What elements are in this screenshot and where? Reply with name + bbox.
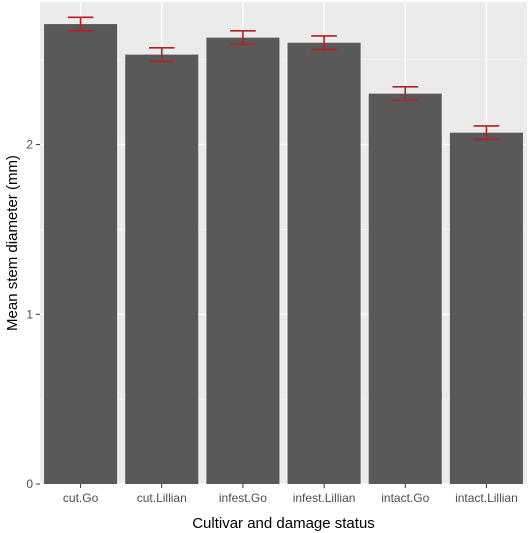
y-axis: 0 1 2: [26, 138, 40, 491]
bar-cut.Lillian: [125, 54, 199, 485]
bar-cut.Go: [44, 24, 118, 484]
x-axis: cut.Go cut.Lillian infest.Go infest.Lillian…: [63, 484, 518, 505]
bar-infest.Go: [206, 37, 280, 485]
x-tick-label: infest.Go: [219, 491, 267, 505]
minor-gridlines: [40, 59, 527, 400]
error-bar-intact.Lillian: [473, 125, 500, 141]
y-tick-label: 0: [26, 477, 33, 491]
error-bar-intact.Go: [392, 86, 419, 102]
x-tick-label: cut.Lillian: [137, 491, 187, 505]
error-bar-infest.Lillian: [311, 35, 337, 51]
x-tick-label: cut.Go: [63, 491, 99, 505]
bar-intact.Go: [368, 93, 442, 484]
x-tick-label: intact.Go: [381, 491, 429, 505]
x-tick-label: intact.Lillian: [455, 491, 518, 505]
error-bar-cut.Go: [67, 16, 94, 32]
bar-infest.Lillian: [287, 42, 361, 485]
error-bar-infest.Go: [230, 30, 256, 46]
plot-panel: [40, 2, 527, 484]
y-tick-label: 1: [26, 307, 33, 321]
y-axis-title: Mean stem diameter (mm): [4, 155, 21, 331]
y-tick-label: 2: [26, 138, 33, 152]
bars: [44, 24, 523, 485]
error-bars: [67, 16, 500, 141]
x-axis-title: Cultivar and damage status: [192, 515, 375, 532]
error-bar-cut.Lillian: [148, 47, 175, 63]
bar-intact.Lillian: [449, 132, 523, 484]
x-tick-label: infest.Lillian: [293, 491, 356, 505]
